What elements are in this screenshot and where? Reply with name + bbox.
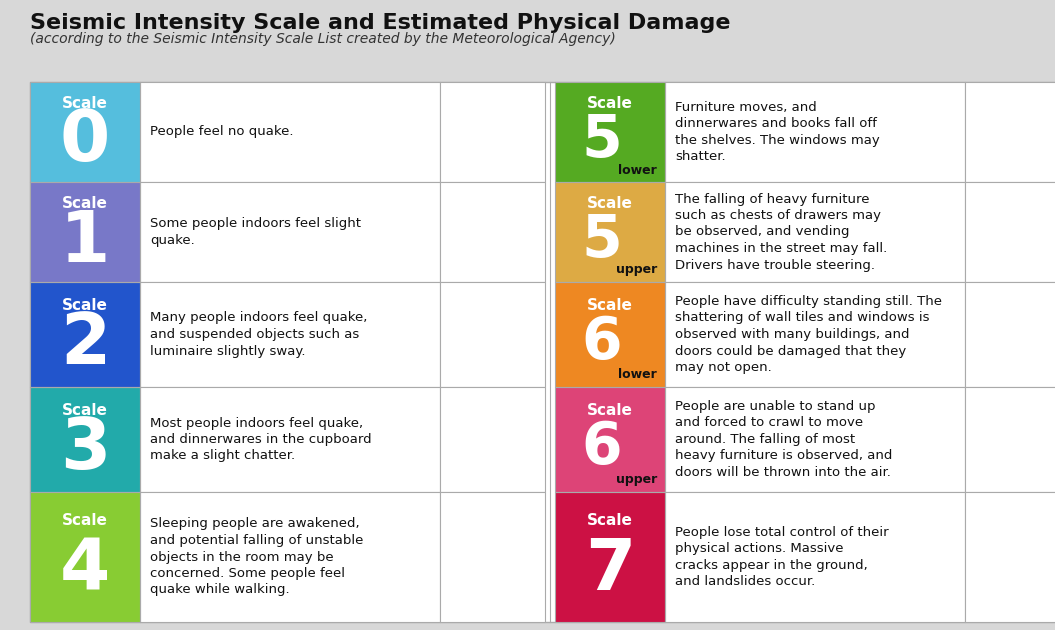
Bar [965, 182, 1055, 282]
Text: Furniture moves, and
dinnerwares and books fall off
the shelves. The windows may: Furniture moves, and dinnerwares and boo… [675, 101, 880, 163]
Bar [965, 387, 1055, 492]
Text: Scale: Scale [62, 297, 108, 312]
Text: Scale: Scale [587, 197, 633, 212]
Text: 5: 5 [581, 112, 622, 168]
Bar [555, 387, 665, 492]
Text: 1: 1 [60, 207, 110, 277]
Bar [555, 387, 665, 492]
Bar [30, 82, 140, 182]
Text: 5: 5 [581, 212, 622, 268]
Text: 2: 2 [60, 311, 110, 379]
Text: (according to the Seismic Intensity Scale List created by the Meteorological Age: (according to the Seismic Intensity Scal… [30, 32, 616, 46]
Bar [440, 82, 545, 182]
Text: Scale: Scale [587, 96, 633, 112]
Bar [555, 492, 665, 622]
Bar [440, 387, 545, 492]
Text: Some people indoors feel slight
quake.: Some people indoors feel slight quake. [150, 217, 361, 247]
Bar [440, 492, 545, 622]
Bar [30, 387, 140, 492]
Bar [555, 82, 665, 182]
Bar [555, 282, 665, 387]
Bar [555, 492, 665, 622]
Text: People feel no quake.: People feel no quake. [150, 125, 293, 139]
Bar [555, 182, 665, 282]
Text: Scale: Scale [62, 96, 108, 112]
Text: Sleeping people are awakened,
and potential falling of unstable
objects in the r: Sleeping people are awakened, and potent… [150, 517, 363, 597]
Text: lower: lower [618, 368, 657, 381]
Bar [440, 282, 545, 387]
Bar [30, 492, 140, 622]
Text: People have difficulty standing still. The
shattering of wall tiles and windows : People have difficulty standing still. T… [675, 295, 942, 374]
Bar [965, 492, 1055, 622]
Text: Many people indoors feel quake,
and suspended objects such as
luminaire slightly: Many people indoors feel quake, and susp… [150, 311, 367, 357]
Bar [555, 82, 665, 182]
Bar [140, 387, 440, 492]
Bar [30, 82, 140, 182]
Text: Scale: Scale [587, 513, 633, 528]
Bar [665, 492, 965, 622]
Text: upper: upper [616, 263, 657, 277]
Text: People lose total control of their
physical actions. Massive
cracks appear in th: People lose total control of their physi… [675, 526, 888, 588]
Text: 6: 6 [581, 420, 622, 476]
Text: 7: 7 [584, 536, 635, 605]
Bar [665, 182, 965, 282]
Bar [30, 182, 140, 282]
Bar [440, 182, 545, 282]
Bar [140, 282, 440, 387]
Text: The falling of heavy furniture
such as chests of drawers may
be observed, and ve: The falling of heavy furniture such as c… [675, 193, 887, 272]
Text: People are unable to stand up
and forced to crawl to move
around. The falling of: People are unable to stand up and forced… [675, 400, 893, 479]
Bar [665, 387, 965, 492]
Text: Most people indoors feel quake,
and dinnerwares in the cupboard
make a slight ch: Most people indoors feel quake, and dinn… [150, 416, 371, 462]
Bar [30, 492, 140, 622]
Text: 3: 3 [60, 416, 110, 484]
Bar [665, 82, 965, 182]
Bar [30, 282, 140, 387]
Text: Seismic Intensity Scale and Estimated Physical Damage: Seismic Intensity Scale and Estimated Ph… [30, 13, 730, 33]
Bar [140, 492, 440, 622]
Bar [30, 182, 140, 282]
Bar [965, 82, 1055, 182]
Text: 0: 0 [60, 108, 110, 176]
Bar [965, 282, 1055, 387]
Text: 6: 6 [581, 314, 622, 372]
Text: Scale: Scale [62, 403, 108, 418]
Bar [140, 82, 440, 182]
Text: 4: 4 [60, 536, 110, 605]
Bar [665, 282, 965, 387]
Bar [140, 182, 440, 282]
Bar [30, 82, 1055, 622]
Text: Scale: Scale [587, 297, 633, 312]
Bar [555, 282, 665, 387]
Bar [30, 387, 140, 492]
Text: lower: lower [618, 164, 657, 176]
Text: Scale: Scale [62, 197, 108, 212]
Bar [555, 182, 665, 282]
Bar [30, 282, 140, 387]
Text: upper: upper [616, 473, 657, 486]
Text: Scale: Scale [587, 403, 633, 418]
Text: Scale: Scale [62, 513, 108, 528]
